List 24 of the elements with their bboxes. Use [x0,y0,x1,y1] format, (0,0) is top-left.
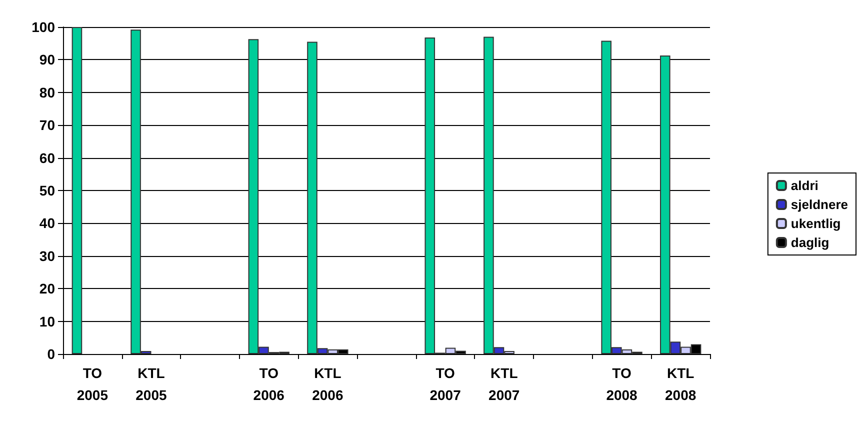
x-tick-label: TO 2007 [430,365,462,403]
legend-label: sjeldnere [790,197,848,212]
y-tick-label: 0 [47,346,56,362]
y-tick-label: 70 [39,117,56,134]
y-tick-label: 40 [39,215,56,232]
x-tick-label: KTL 2005 [136,365,168,403]
y-tick-label: 20 [39,280,56,297]
x-tick-label: KTL 2008 [665,365,696,403]
y-tick-label: 30 [39,248,56,264]
x-tick-label: TO 2005 [76,365,108,403]
y-tick-label: 60 [39,150,56,166]
y-tick-label: 100 [32,19,56,35]
legend-label: daglig [790,235,830,250]
y-tick-label: 80 [39,84,56,100]
x-tick-label: KTL 2007 [488,365,520,403]
legend-label: ukentlig [790,216,841,231]
x-tick-label: TO 2008 [606,365,638,403]
x-tick-label: TO 2006 [253,365,285,403]
legend-label: aldri [790,178,818,193]
x-tick-label: KTL 2006 [312,365,344,403]
y-tick-label: 10 [39,313,56,330]
y-tick-label: 50 [39,182,56,198]
bar [72,27,82,354]
y-tick-label: 90 [39,52,56,68]
